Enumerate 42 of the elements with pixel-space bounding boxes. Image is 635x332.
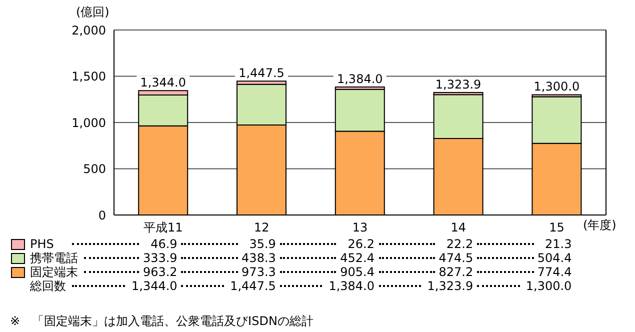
data-label: 504.4 — [537, 251, 572, 265]
total-label: 1,300.0 — [534, 80, 580, 94]
data-label: 35.9 — [249, 237, 276, 251]
data-label: 452.4 — [340, 251, 374, 265]
y-tick-label: 2,000 — [72, 23, 106, 38]
y-tick-label: 1,000 — [72, 116, 106, 130]
data-label: 905.4 — [340, 265, 374, 279]
total-label: 1,344.0 — [140, 76, 186, 90]
x-axis-title: (年度) — [583, 217, 616, 234]
y-axis-title: (億回) — [76, 4, 110, 21]
data-label: 438.3 — [242, 251, 276, 265]
legend-label: PHS — [30, 237, 54, 251]
total-label: 1,384.0 — [336, 72, 383, 86]
total-label: 1,323.9 — [435, 78, 482, 92]
text: 1,300.0 — [526, 279, 572, 293]
text: 総回数 — [30, 279, 66, 293]
text: 1,344.0 — [132, 279, 178, 293]
y-tick-label: 0 — [98, 208, 106, 222]
data-label: 963.2 — [142, 265, 178, 279]
legend-label: 携帯電話 — [30, 251, 78, 265]
data-label: 21.3 — [544, 237, 572, 251]
x-tick-label: 14 — [450, 220, 466, 235]
text: 1,447.5 — [230, 279, 276, 293]
total-label: 1,447.5 — [238, 66, 284, 80]
data-label: 26.2 — [348, 237, 374, 251]
legend-label: 固定端末 — [30, 265, 78, 279]
x-tick-label: 13 — [352, 220, 368, 235]
text: 1,384.0 — [328, 279, 374, 293]
text: ※ 「固定端末」は加入電話、公衆電話及びISDNの総計 — [10, 313, 314, 330]
x-tick-label: 15 — [549, 220, 564, 235]
x-tick-label: 12 — [254, 220, 270, 235]
data-label: 973.3 — [242, 265, 276, 279]
text: 1,323.9 — [427, 279, 474, 293]
data-label: 22.2 — [446, 237, 474, 251]
data-label: 474.5 — [438, 251, 474, 265]
data-label: 46.9 — [150, 237, 178, 251]
data-label: 827.2 — [438, 265, 474, 279]
x-tick-label: 平成11 — [144, 220, 183, 235]
data-label: 333.9 — [142, 251, 178, 265]
data-label: 774.4 — [537, 265, 572, 279]
y-tick-label: 1,500 — [72, 70, 106, 84]
y-tick-label: 500 — [83, 162, 106, 176]
